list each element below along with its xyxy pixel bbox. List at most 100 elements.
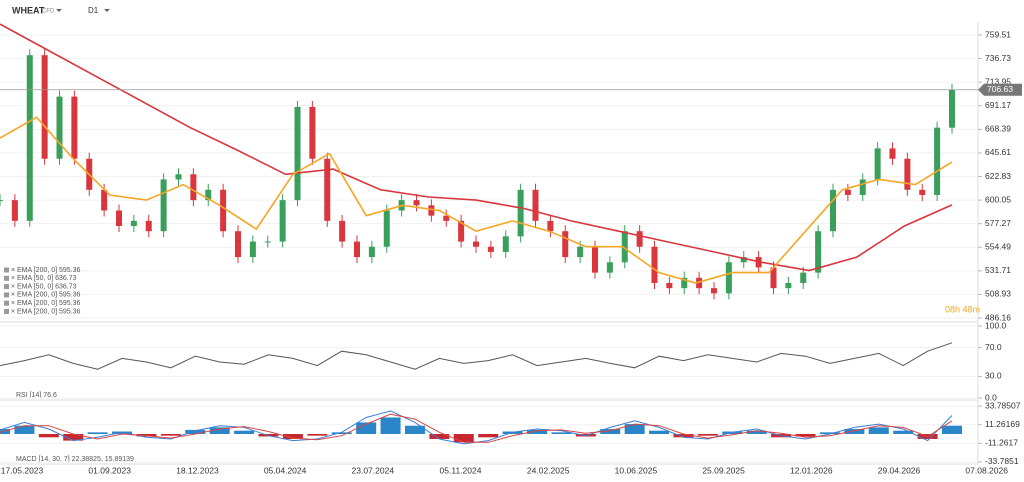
macd-bar	[356, 422, 377, 434]
candle	[800, 272, 807, 283]
y-tick-label: 486.16	[985, 312, 1011, 322]
x-tick-label: 10.06.2025	[615, 465, 658, 475]
y-tick-label: 736.73	[985, 53, 1011, 63]
y-tick-label: 30.0	[985, 371, 1002, 381]
candle	[368, 246, 375, 258]
macd-bar	[527, 429, 548, 434]
macd-bar	[600, 429, 621, 434]
candle	[205, 189, 212, 201]
macd-label: MACD [14, 30, 7] 22.38825, 15.89139	[16, 456, 134, 463]
x-tick-label: 23.07.2024	[352, 465, 395, 475]
candle	[175, 174, 182, 180]
candle	[324, 158, 331, 221]
symbol-suffix: CFD	[42, 9, 55, 15]
candle	[160, 179, 167, 232]
macd-bar	[87, 432, 108, 434]
candle	[740, 257, 747, 263]
macd-bar	[942, 425, 962, 434]
macd-bar	[868, 427, 889, 434]
legend-close: ×	[11, 300, 15, 307]
candle	[815, 231, 822, 273]
candle	[130, 220, 137, 227]
macd-bar	[380, 417, 401, 434]
x-tick-label: 29.04.2026	[878, 465, 921, 475]
y-tick-label: -33.7851	[985, 456, 1019, 466]
last-price-label: 706.63	[987, 84, 1013, 94]
candle	[785, 282, 792, 289]
y-tick-label: 577.27	[985, 218, 1011, 228]
candle	[844, 189, 851, 195]
candle	[235, 231, 241, 258]
ema-200-line	[0, 23, 953, 272]
candle	[428, 205, 435, 216]
x-tick-label: 25.09.2025	[702, 465, 745, 475]
timeframe[interactable]: D1	[88, 6, 99, 15]
legend-entry: EMA [200, 0] 595.36	[17, 300, 81, 307]
candle	[487, 246, 494, 252]
y-tick-label: 531.71	[985, 265, 1011, 275]
candle	[592, 246, 598, 273]
x-tick-label: 07.08.2026	[965, 465, 1008, 475]
signal-line	[0, 413, 953, 443]
x-tick-label: 12.01.2026	[790, 465, 833, 475]
candle	[41, 55, 48, 159]
candle	[681, 277, 688, 289]
candle	[874, 148, 881, 180]
macd-bar	[819, 432, 840, 434]
legend-entry: EMA [50, 0] 636.73	[17, 283, 77, 290]
macd-bar	[282, 434, 303, 439]
macd-bar	[185, 429, 206, 434]
candle	[934, 127, 941, 195]
candle	[473, 241, 479, 247]
candle	[577, 246, 584, 258]
macd-bar	[673, 434, 694, 438]
y-tick-label: 100.0	[985, 320, 1007, 330]
candle	[696, 277, 703, 289]
candle	[413, 200, 420, 206]
candle	[859, 179, 866, 195]
legend-entry: EMA [50, 0] 636.73	[17, 275, 77, 282]
legend-close: ×	[11, 292, 15, 299]
legend-icon	[4, 309, 9, 314]
candle	[145, 220, 152, 232]
y-tick-label: 691.17	[985, 100, 1011, 110]
legend-entry: EMA [200, 0] 595.36	[17, 267, 81, 274]
macd-bar	[844, 429, 865, 434]
candle	[517, 189, 524, 237]
legend-icon	[4, 267, 9, 273]
candle	[830, 189, 836, 232]
symbol-dropdown[interactable]	[56, 9, 62, 12]
y-tick-label: -11.2617	[985, 438, 1018, 448]
candle	[71, 96, 78, 159]
macd-bar	[63, 434, 84, 441]
countdown: 08h 48m	[945, 304, 980, 314]
y-tick-label: 600.05	[985, 194, 1011, 204]
last-price-tag	[978, 83, 1022, 96]
macd-bar	[649, 430, 670, 434]
macd-bar	[697, 434, 718, 436]
legend-close: ×	[11, 308, 15, 315]
legend-icon	[4, 292, 9, 298]
candle	[279, 200, 286, 242]
candle	[190, 174, 197, 201]
macd-bar	[795, 434, 816, 437]
x-tick-label: 05.04.2024	[264, 465, 307, 475]
x-tick-label: 24.02.2025	[527, 465, 570, 475]
y-tick-label: 508.93	[985, 289, 1011, 299]
timeframe-dropdown[interactable]	[104, 9, 110, 12]
candle	[547, 220, 554, 232]
legend-icon	[4, 300, 9, 306]
macd-bar	[331, 432, 352, 434]
candle	[383, 210, 390, 247]
x-tick-label: 01.09.2023	[88, 465, 131, 475]
candle	[354, 241, 360, 258]
macd-bar	[14, 425, 35, 434]
candle	[606, 262, 613, 273]
legend-entry: EMA [200, 0] 595.36	[17, 292, 81, 299]
candle	[562, 231, 569, 258]
candle	[458, 220, 465, 242]
symbol[interactable]: WHEAT	[12, 5, 45, 15]
